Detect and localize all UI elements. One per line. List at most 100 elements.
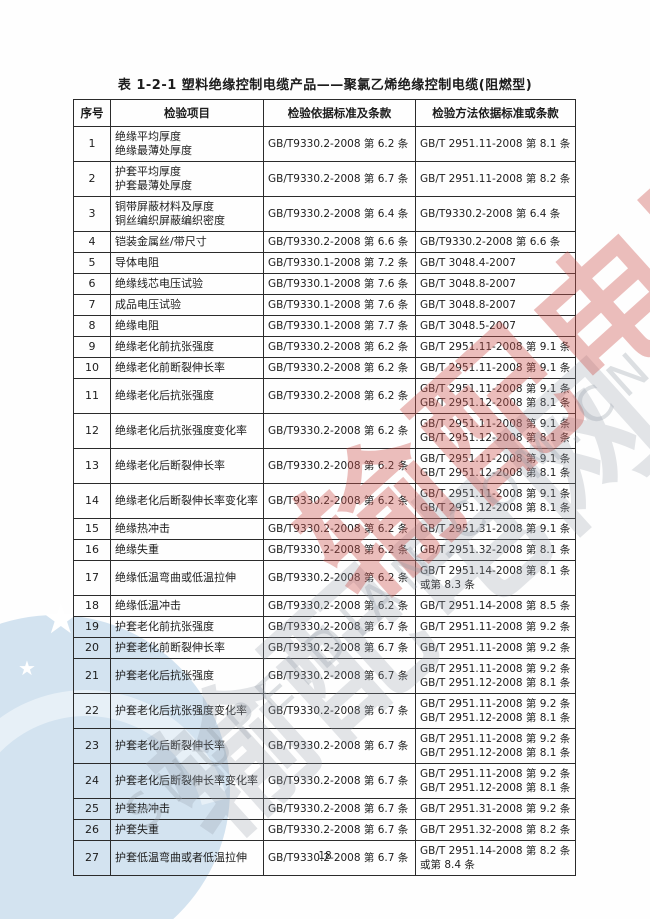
row-item-cell: 成品电压试验 <box>110 294 264 316</box>
row-item-cell: 绝缘失重 <box>110 539 264 561</box>
table-row: 15 绝缘热冲击 GB/T9330.2-2008 第 6.2 条 GB/T 29… <box>73 518 576 540</box>
table-row: 20 护套老化前断裂伸长率 GB/T9330.2-2008 第 6.7 条 GB… <box>73 637 576 659</box>
row-item-cell: 绝缘低温冲击 <box>110 595 264 617</box>
page-number: 18 <box>318 850 332 862</box>
row-standard-cell: GB/T9330.2-2008 第 6.7 条 <box>263 693 416 729</box>
row-method-cell: GB/T9330.2-2008 第 6.6 条 <box>415 231 576 253</box>
row-standard-cell: GB/T9330.2-2008 第 6.6 条 <box>263 231 416 253</box>
table-row: 4 铠装金属丝/带尺寸 GB/T9330.2-2008 第 6.6 条 GB/T… <box>73 231 576 253</box>
row-number-cell: 8 <box>73 315 111 337</box>
row-item-cell: 护套平均厚度 护套最薄处厚度 <box>110 161 264 197</box>
column-header-no: 序号 <box>73 99 111 127</box>
row-item-cell: 绝缘老化前断裂伸长率 <box>110 357 264 379</box>
row-number-cell: 19 <box>73 616 111 638</box>
row-number-cell: 2 <box>73 161 111 197</box>
row-method-cell: GB/T 3048.8-2007 <box>415 294 576 316</box>
row-number-cell: 18 <box>73 595 111 617</box>
row-number-cell: 24 <box>73 763 111 799</box>
row-number-cell: 23 <box>73 728 111 764</box>
row-item-cell: 绝缘低温弯曲或低温拉伸 <box>110 560 264 596</box>
table-row: 24 护套老化后断裂伸长率变化率 GB/T9330.2-2008 第 6.7 条… <box>73 763 576 799</box>
row-item-cell: 护套老化后抗张强度变化率 <box>110 693 264 729</box>
row-method-cell: GB/T 2951.11-2008 第 9.2 条 GB/T 2951.12-2… <box>415 693 576 729</box>
row-number-cell: 13 <box>73 448 111 484</box>
page-title: 表 1-2-1 塑料绝缘控制电缆产品——聚氯乙烯绝缘控制电缆(阻燃型) <box>117 78 533 93</box>
column-header-item: 检验项目 <box>110 99 264 127</box>
row-item-cell: 导体电阻 <box>110 252 264 274</box>
table-row: 2 护套平均厚度 护套最薄处厚度 GB/T9330.2-2008 第 6.7 条… <box>73 161 576 197</box>
row-standard-cell: GB/T9330.2-2008 第 6.7 条 <box>263 658 416 694</box>
row-method-cell: GB/T 2951.31-2008 第 9.2 条 <box>415 798 576 820</box>
table-row: 13 绝缘老化后断裂伸长率 GB/T9330.2-2008 第 6.2 条 GB… <box>73 448 576 484</box>
row-number-cell: 7 <box>73 294 111 316</box>
row-method-cell: GB/T 2951.11-2008 第 9.2 条 GB/T 2951.12-2… <box>415 658 576 694</box>
row-number-cell: 25 <box>73 798 111 820</box>
row-item-cell: 护套老化后断裂伸长率变化率 <box>110 763 264 799</box>
row-method-cell: GB/T 2951.11-2008 第 9.1 条 <box>415 357 576 379</box>
row-method-cell: GB/T 2951.32-2008 第 8.2 条 <box>415 819 576 841</box>
table-row: 1 绝缘平均厚度 绝缘最薄处厚度 GB/T9330.2-2008 第 6.2 条… <box>73 126 576 162</box>
row-number-cell: 5 <box>73 252 111 274</box>
row-method-cell: GB/T 2951.14-2008 第 8.2 条 或第 8.4 条 <box>415 840 576 876</box>
row-item-cell: 护套热冲击 <box>110 798 264 820</box>
table-row: 10 绝缘老化前断裂伸长率 GB/T9330.2-2008 第 6.2 条 GB… <box>73 357 576 379</box>
row-item-cell: 护套老化前断裂伸长率 <box>110 637 264 659</box>
table-row: 14 绝缘老化后断裂伸长率变化率 GB/T9330.2-2008 第 6.2 条… <box>73 483 576 519</box>
row-item-cell: 护套老化后抗张强度 <box>110 658 264 694</box>
table-row: 8 绝缘电阻 GB/T9330.1-2008 第 7.7 条 GB/T 3048… <box>73 315 576 337</box>
row-standard-cell: GB/T9330.2-2008 第 6.2 条 <box>263 378 416 414</box>
row-number-cell: 21 <box>73 658 111 694</box>
row-standard-cell: GB/T9330.2-2008 第 6.2 条 <box>263 413 416 449</box>
row-standard-cell: GB/T9330.2-2008 第 6.2 条 <box>263 595 416 617</box>
row-item-cell: 绝缘热冲击 <box>110 518 264 540</box>
row-method-cell: GB/T 2951.11-2008 第 8.2 条 <box>415 161 576 197</box>
row-standard-cell: GB/T9330.1-2008 第 7.2 条 <box>263 252 416 274</box>
table-row: 11 绝缘老化后抗张强度 GB/T9330.2-2008 第 6.2 条 GB/… <box>73 378 576 414</box>
row-item-cell: 铠装金属丝/带尺寸 <box>110 231 264 253</box>
row-method-cell: GB/T 2951.11-2008 第 9.1 条 GB/T 2951.12-2… <box>415 413 576 449</box>
row-standard-cell: GB/T9330.2-2008 第 6.7 条 <box>263 840 416 876</box>
row-item-cell: 绝缘老化后抗张强度变化率 <box>110 413 264 449</box>
row-item-cell: 绝缘平均厚度 绝缘最薄处厚度 <box>110 126 264 162</box>
row-number-cell: 11 <box>73 378 111 414</box>
column-header-method: 检验方法依据标准或条款 <box>415 99 576 127</box>
row-item-cell: 护套失重 <box>110 819 264 841</box>
column-header-standard: 检验依据标准及条款 <box>263 99 416 127</box>
table-row: 21 护套老化后抗张强度 GB/T9330.2-2008 第 6.7 条 GB/… <box>73 658 576 694</box>
table-row: 17 绝缘低温弯曲或低温拉伸 GB/T9330.2-2008 第 6.2 条 G… <box>73 560 576 596</box>
row-method-cell: GB/T 2951.14-2008 第 8.1 条 或第 8.3 条 <box>415 560 576 596</box>
row-item-cell: 绝缘线芯电压试验 <box>110 273 264 295</box>
row-standard-cell: GB/T9330.2-2008 第 6.2 条 <box>263 126 416 162</box>
row-method-cell: GB/T 3048.5-2007 <box>415 315 576 337</box>
row-standard-cell: GB/T9330.1-2008 第 7.6 条 <box>263 294 416 316</box>
row-standard-cell: GB/T9330.2-2008 第 6.2 条 <box>263 336 416 358</box>
row-number-cell: 26 <box>73 819 111 841</box>
row-item-cell: 护套老化后断裂伸长率 <box>110 728 264 764</box>
inspection-table: 序号 检验项目 检验依据标准及条款 检验方法依据标准或条款 1 绝缘平均厚度 绝… <box>73 99 576 876</box>
row-item-cell: 绝缘老化后断裂伸长率变化率 <box>110 483 264 519</box>
row-standard-cell: GB/T9330.2-2008 第 6.7 条 <box>263 763 416 799</box>
row-item-cell: 护套老化前抗张强度 <box>110 616 264 638</box>
row-number-cell: 3 <box>73 196 111 232</box>
table-row: 23 护套老化后断裂伸长率 GB/T9330.2-2008 第 6.7 条 GB… <box>73 728 576 764</box>
row-standard-cell: GB/T9330.2-2008 第 6.7 条 <box>263 819 416 841</box>
row-standard-cell: GB/T9330.2-2008 第 6.2 条 <box>263 518 416 540</box>
row-method-cell: GB/T 2951.14-2008 第 8.5 条 <box>415 595 576 617</box>
row-method-cell: GB/T 2951.11-2008 第 9.2 条 GB/T 2951.12-2… <box>415 763 576 799</box>
row-number-cell: 4 <box>73 231 111 253</box>
row-standard-cell: GB/T9330.2-2008 第 6.2 条 <box>263 448 416 484</box>
row-standard-cell: GB/T9330.2-2008 第 6.7 条 <box>263 798 416 820</box>
row-method-cell: GB/T 2951.31-2008 第 9.1 条 <box>415 518 576 540</box>
table-row: 18 绝缘低温冲击 GB/T9330.2-2008 第 6.2 条 GB/T 2… <box>73 595 576 617</box>
row-number-cell: 1 <box>73 126 111 162</box>
row-standard-cell: GB/T9330.2-2008 第 6.7 条 <box>263 728 416 764</box>
table-header-row: 序号 检验项目 检验依据标准及条款 检验方法依据标准或条款 <box>73 99 576 127</box>
row-method-cell: GB/T 2951.11-2008 第 9.1 条 GB/T 2951.12-2… <box>415 448 576 484</box>
row-method-cell: GB/T 2951.11-2008 第 8.1 条 <box>415 126 576 162</box>
row-method-cell: GB/T 3048.8-2007 <box>415 273 576 295</box>
row-method-cell: GB/T 2951.11-2008 第 9.1 条 <box>415 336 576 358</box>
row-number-cell: 6 <box>73 273 111 295</box>
row-standard-cell: GB/T9330.2-2008 第 6.2 条 <box>263 560 416 596</box>
row-number-cell: 20 <box>73 637 111 659</box>
